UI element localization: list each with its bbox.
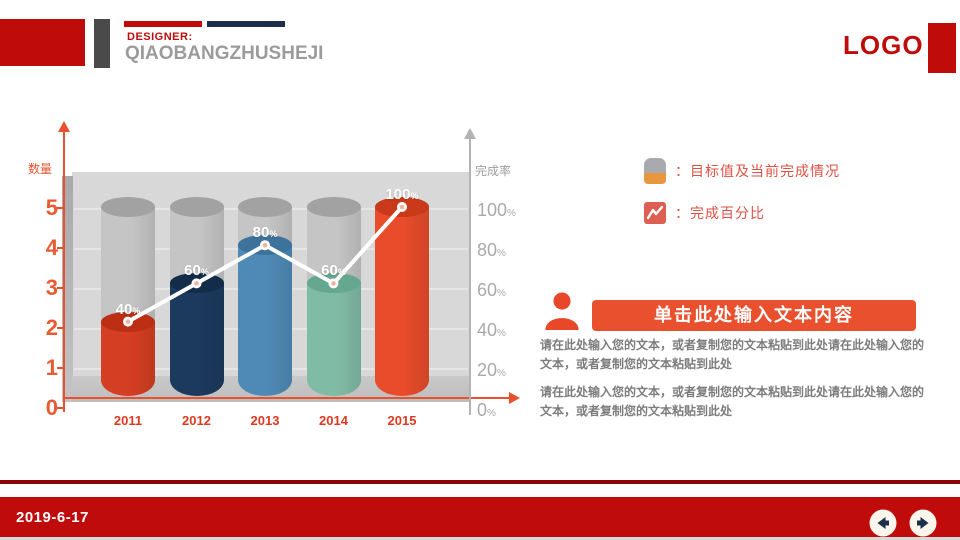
left-axis-title: 数量 [28, 162, 53, 176]
header-navy-bar [207, 21, 285, 27]
footer-bar [0, 497, 960, 537]
left-axis-tick-mark [57, 287, 64, 289]
right-axis-tick-20: 20% [477, 360, 506, 380]
target-cylinder-2013-top [238, 197, 292, 217]
cylinder-icon [644, 158, 666, 184]
right-axis-tick-0: 0% [477, 400, 496, 420]
header-red-block [0, 19, 85, 66]
line-chart-icon [644, 202, 666, 224]
logo-text: LOGO [843, 30, 924, 60]
data-label-2014: 60% [321, 262, 346, 280]
x-axis-label-2015: 2015 [387, 413, 417, 428]
footer-date: 2019-6-17 [16, 509, 89, 526]
left-axis-line [63, 132, 65, 412]
bar-2011 [101, 321, 155, 396]
x-axis-arrow-icon [509, 392, 520, 404]
left-axis-tick-1: 1 [45, 355, 58, 380]
bar-2012 [169, 283, 224, 396]
target-cylinder-2011-top [101, 197, 155, 217]
content-paragraph-2[interactable]: 请在此处输入您的文本，或者复制您的文本粘贴到此处请在此处输入您的文本，或者复制您… [540, 385, 925, 418]
x-axis-label-2014: 2014 [319, 413, 348, 428]
right-axis-tick-80: 80% [477, 240, 506, 260]
logo-square [928, 23, 956, 73]
target-cylinder-2012-top [169, 197, 224, 217]
data-label-2012: 60% [184, 262, 209, 280]
legend-item-percentage: ：完成百分比 [644, 202, 765, 224]
legend-label-target: ：目标值及当前完成情况 [675, 163, 840, 179]
left-axis-tick-0: 0 [45, 395, 58, 420]
bar-2015 [375, 207, 429, 396]
data-label-2011: 40% [115, 300, 141, 318]
left-axis-tick-3: 3 [45, 275, 58, 300]
right-axis-line [469, 139, 471, 415]
footer-accent-line [0, 480, 960, 484]
left-axis-arrow-icon [58, 121, 70, 132]
prev-button[interactable] [869, 509, 897, 537]
target-cylinder-2014-top [306, 197, 361, 217]
content-title-banner[interactable]: 单击此处输入文本内容 [592, 300, 916, 331]
bar-2013 [238, 245, 292, 396]
legend-item-target: ：目标值及当前完成情况 [644, 158, 840, 184]
person-icon [545, 292, 579, 330]
legend-label-percentage: ：完成百分比 [675, 205, 765, 221]
designer-label: DESIGNER: [127, 31, 193, 43]
next-button[interactable] [909, 509, 937, 537]
x-axis-label-2012: 2012 [182, 413, 211, 428]
bar-2014 [306, 283, 361, 396]
left-axis-tick-mark [57, 367, 64, 369]
bottom-edge-strip [0, 537, 960, 540]
data-label-2015: 100% [385, 186, 419, 203]
right-axis-title: 完成率 [475, 164, 512, 178]
x-axis-label-2013: 2013 [250, 413, 280, 428]
header-red-bar [124, 21, 202, 27]
chart-3d-left-wall [62, 176, 73, 402]
right-axis-tick-40: 40% [477, 320, 506, 340]
data-label-2013: 80% [252, 224, 278, 242]
right-axis-arrow-icon [464, 128, 476, 139]
left-axis-tick-mark [57, 247, 64, 249]
left-axis-tick-mark [57, 207, 64, 209]
right-axis-tick-100: 100% [477, 200, 516, 220]
x-axis-line [63, 397, 511, 399]
left-axis-tick-mark [57, 327, 64, 329]
brand-name: QIAOBANGZHUSHEJI [125, 43, 324, 64]
content-paragraph-1[interactable]: 请在此处输入您的文本，或者复制您的文本粘贴到此处请在此处输入您的文本，或者复制您… [540, 338, 925, 371]
right-axis-tick-60: 60% [477, 280, 506, 300]
left-axis-tick-mark [57, 407, 64, 409]
header-gray-block [94, 19, 110, 68]
left-axis-tick-5: 5 [45, 195, 58, 220]
x-axis-label-2011: 2011 [113, 413, 143, 428]
left-axis-tick-4: 4 [45, 235, 58, 260]
left-axis-tick-2: 2 [45, 315, 58, 340]
